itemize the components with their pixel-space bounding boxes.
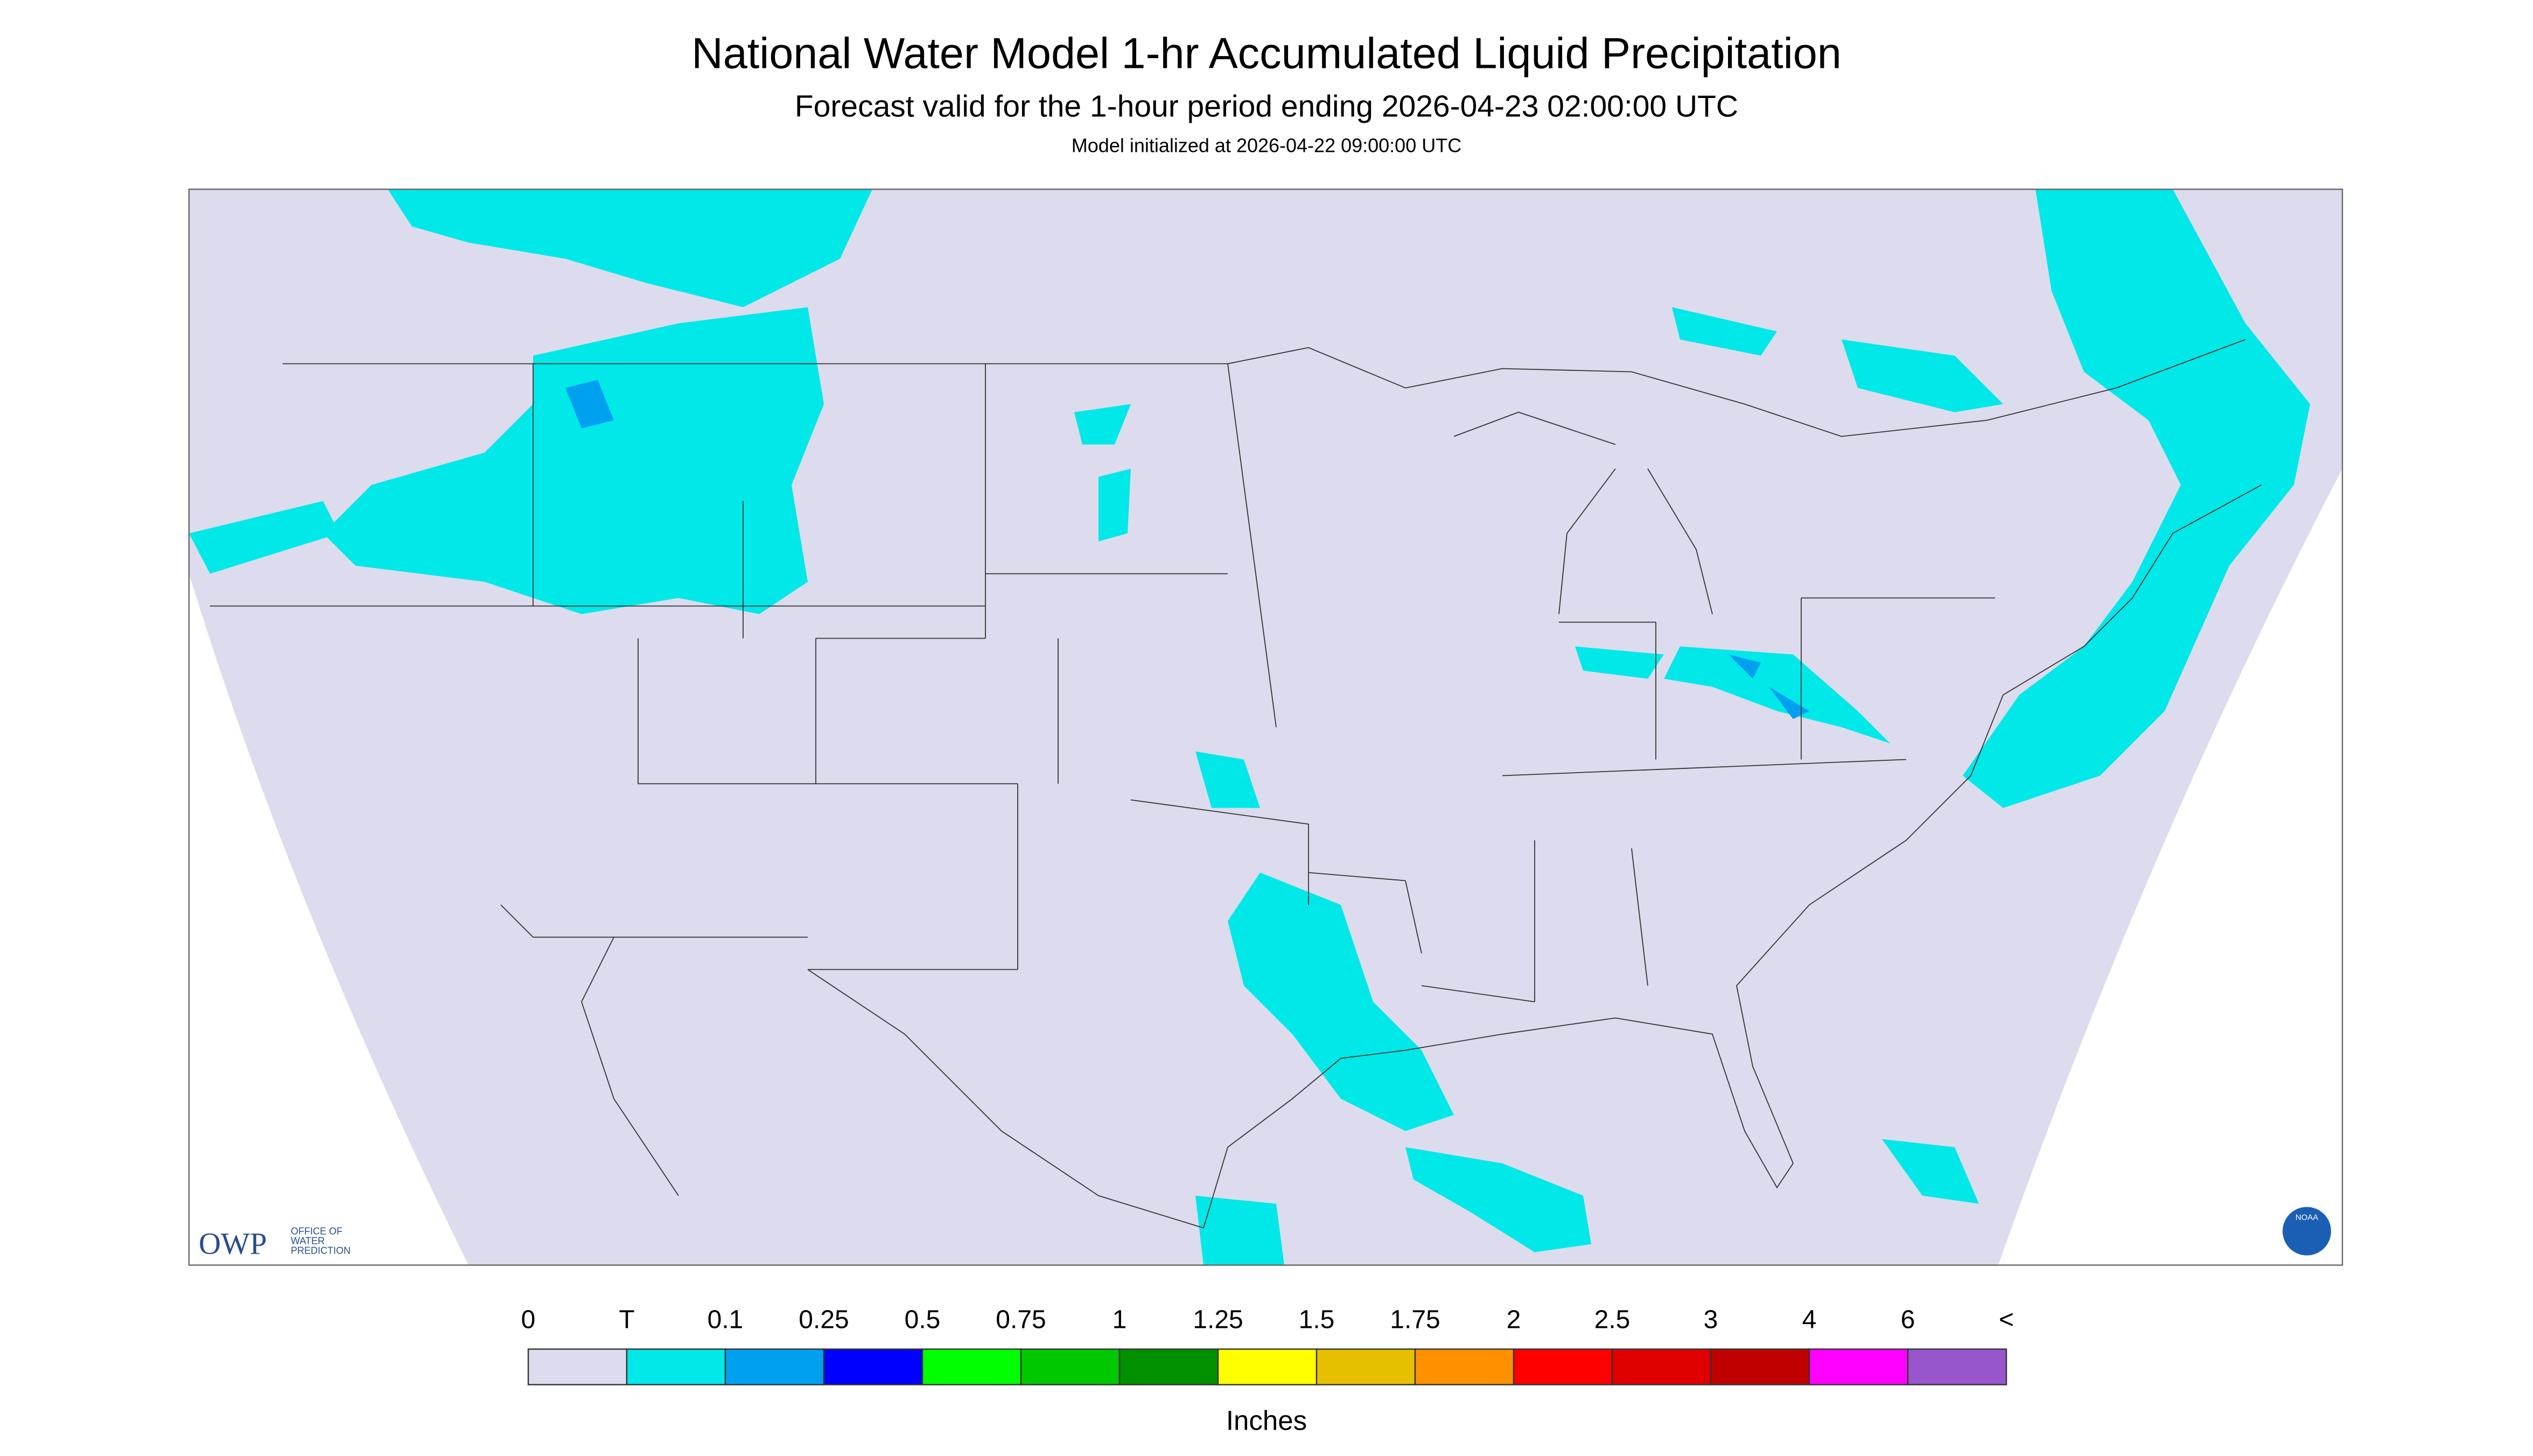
noaa-text: NOAA — [2296, 1213, 2319, 1222]
title: National Water Model 1-hr Accumulated Li… — [691, 30, 1842, 78]
precip — [1963, 189, 2310, 808]
owp-office: OFFICE OF — [291, 1226, 342, 1237]
noaa-logo — [2283, 1207, 2331, 1256]
precip — [1074, 404, 1260, 808]
legend-label: 6 — [1901, 1306, 1915, 1334]
legend-label: 0.25 — [799, 1306, 849, 1334]
legend-swatch — [1513, 1348, 1613, 1385]
map-frame — [188, 188, 2343, 1266]
lake-lines — [1453, 411, 1713, 614]
legend-label: 0.1 — [708, 1306, 744, 1334]
precip — [1882, 1139, 1979, 1204]
legend-label: 1.5 — [1299, 1306, 1335, 1334]
legend-label: 4 — [1802, 1306, 1817, 1334]
precip — [1228, 872, 1454, 1131]
legend-title: Inches — [1226, 1405, 1307, 1436]
legend-label: 2.5 — [1594, 1306, 1631, 1334]
legend-label: 0.5 — [905, 1306, 941, 1334]
subtitle: Forecast valid for the 1-hour period end… — [795, 89, 1738, 124]
precip-areas — [189, 189, 2310, 1265]
legend-label: T — [619, 1306, 634, 1334]
precip — [1405, 1147, 1591, 1252]
legend-swatch — [1316, 1348, 1416, 1385]
legend-label: 1.25 — [1193, 1306, 1243, 1334]
legend-swatch — [823, 1348, 923, 1385]
owp-office: WATER — [291, 1236, 325, 1247]
boundaries — [210, 339, 2262, 1229]
legend-label: 1.75 — [1390, 1306, 1440, 1334]
legend-label: 0.75 — [996, 1306, 1046, 1334]
legend: 0 T 0.1 0.25 0.5 0.75 1 1.25 1.5 1.75 2 2.5 3 4 6 < — [521, 1306, 2014, 1385]
legend-swatch — [1710, 1348, 1810, 1385]
precip — [1575, 646, 1664, 679]
owp-office: PREDICTION — [291, 1245, 351, 1256]
legend-swatch — [626, 1348, 726, 1385]
legend-swatch — [527, 1348, 628, 1385]
precip — [1672, 307, 2003, 412]
legend-label: 3 — [1704, 1306, 1718, 1334]
legend-swatch — [921, 1348, 1022, 1385]
precip — [189, 501, 339, 574]
legend-swatch — [1808, 1348, 1909, 1385]
state-lines — [210, 339, 2246, 1003]
legend-label: 1 — [1112, 1306, 1127, 1334]
legend-swatch — [1611, 1348, 1712, 1385]
legend-swatch — [1907, 1348, 2007, 1385]
precip — [388, 189, 872, 307]
legend-label: 2 — [1507, 1306, 1521, 1334]
legend-label: 0 — [521, 1306, 536, 1334]
legend-swatch — [1217, 1348, 1318, 1385]
init-note: Model initialized at 2026-04-22 09:00:00… — [1072, 135, 1461, 157]
legend-label: < — [1999, 1306, 2014, 1334]
precip — [1195, 1195, 1284, 1265]
legend-swatch — [1414, 1348, 1515, 1385]
legend-swatch — [1118, 1348, 1219, 1385]
precip — [323, 307, 824, 614]
legend-swatch — [724, 1348, 825, 1385]
owp-logo: OWP — [199, 1227, 267, 1261]
coast-lines — [500, 484, 2262, 1229]
map: OWP OFFICE OF WATER PREDICTION NOAA — [188, 188, 2343, 1266]
legend-swatch — [1020, 1348, 1121, 1385]
